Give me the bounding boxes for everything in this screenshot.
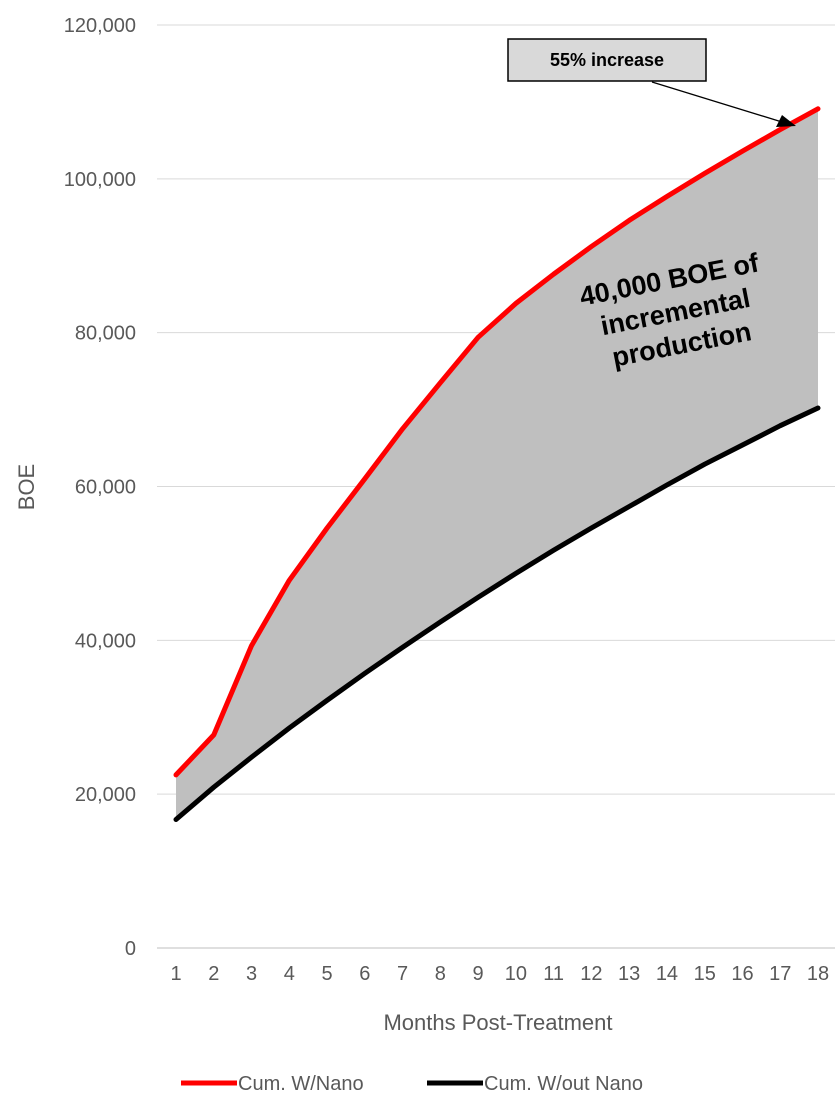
increase-annotation-arrow xyxy=(651,81,783,123)
y-axis-title: BOE xyxy=(14,464,39,510)
series-line-with-nano xyxy=(173,106,821,778)
x-axis-ticks: 1 2 3 4 5 6 7 8 9 10 11 12 13 14 15 16 17 18 xyxy=(170,963,829,985)
series-line-without-nano xyxy=(173,405,821,822)
incremental-production-area xyxy=(176,108,818,820)
x-tick-label: 3 xyxy=(246,963,257,985)
y-tick-label: 0 xyxy=(125,938,136,960)
y-tick-label: 120,000 xyxy=(64,15,136,37)
x-axis-title: Months Post-Treatment xyxy=(383,1010,612,1035)
x-tick-label: 12 xyxy=(580,963,602,985)
x-tick-label: 9 xyxy=(473,963,484,985)
legend: Cum. W/Nano Cum. W/out Nano xyxy=(181,1073,643,1094)
legend-label-with-nano: Cum. W/Nano xyxy=(238,1073,364,1094)
legend-label-without-nano: Cum. W/out Nano xyxy=(484,1073,643,1094)
x-tick-label: 8 xyxy=(435,963,446,985)
x-tick-label: 15 xyxy=(694,963,716,985)
y-tick-label: 80,000 xyxy=(75,323,136,345)
series-lines xyxy=(173,106,821,822)
x-tick-label: 5 xyxy=(321,963,332,985)
y-tick-label: 60,000 xyxy=(75,477,136,499)
x-tick-label: 13 xyxy=(618,963,640,985)
increase-annotation-text: 55% increase xyxy=(550,50,664,70)
y-tick-label: 40,000 xyxy=(75,630,136,652)
x-tick-label: 2 xyxy=(208,963,219,985)
x-tick-label: 18 xyxy=(807,963,829,985)
y-axis-ticks: 0 20,000 40,000 60,000 80,000 100,000 120,000 xyxy=(64,15,136,960)
y-tick-label: 20,000 xyxy=(75,784,136,806)
arrowhead-icon xyxy=(776,115,796,127)
x-tick-label: 4 xyxy=(284,963,295,985)
x-tick-label: 16 xyxy=(731,963,753,985)
x-tick-label: 14 xyxy=(656,963,678,985)
increase-annotation: 55% increase xyxy=(507,38,796,127)
y-tick-label: 100,000 xyxy=(64,169,136,191)
x-tick-label: 10 xyxy=(505,963,527,985)
x-tick-label: 17 xyxy=(769,963,791,985)
x-tick-label: 6 xyxy=(359,963,370,985)
x-tick-label: 7 xyxy=(397,963,408,985)
increase-annotation-box xyxy=(507,38,707,82)
x-tick-label: 11 xyxy=(543,963,564,985)
x-tick-label: 1 xyxy=(170,963,181,985)
